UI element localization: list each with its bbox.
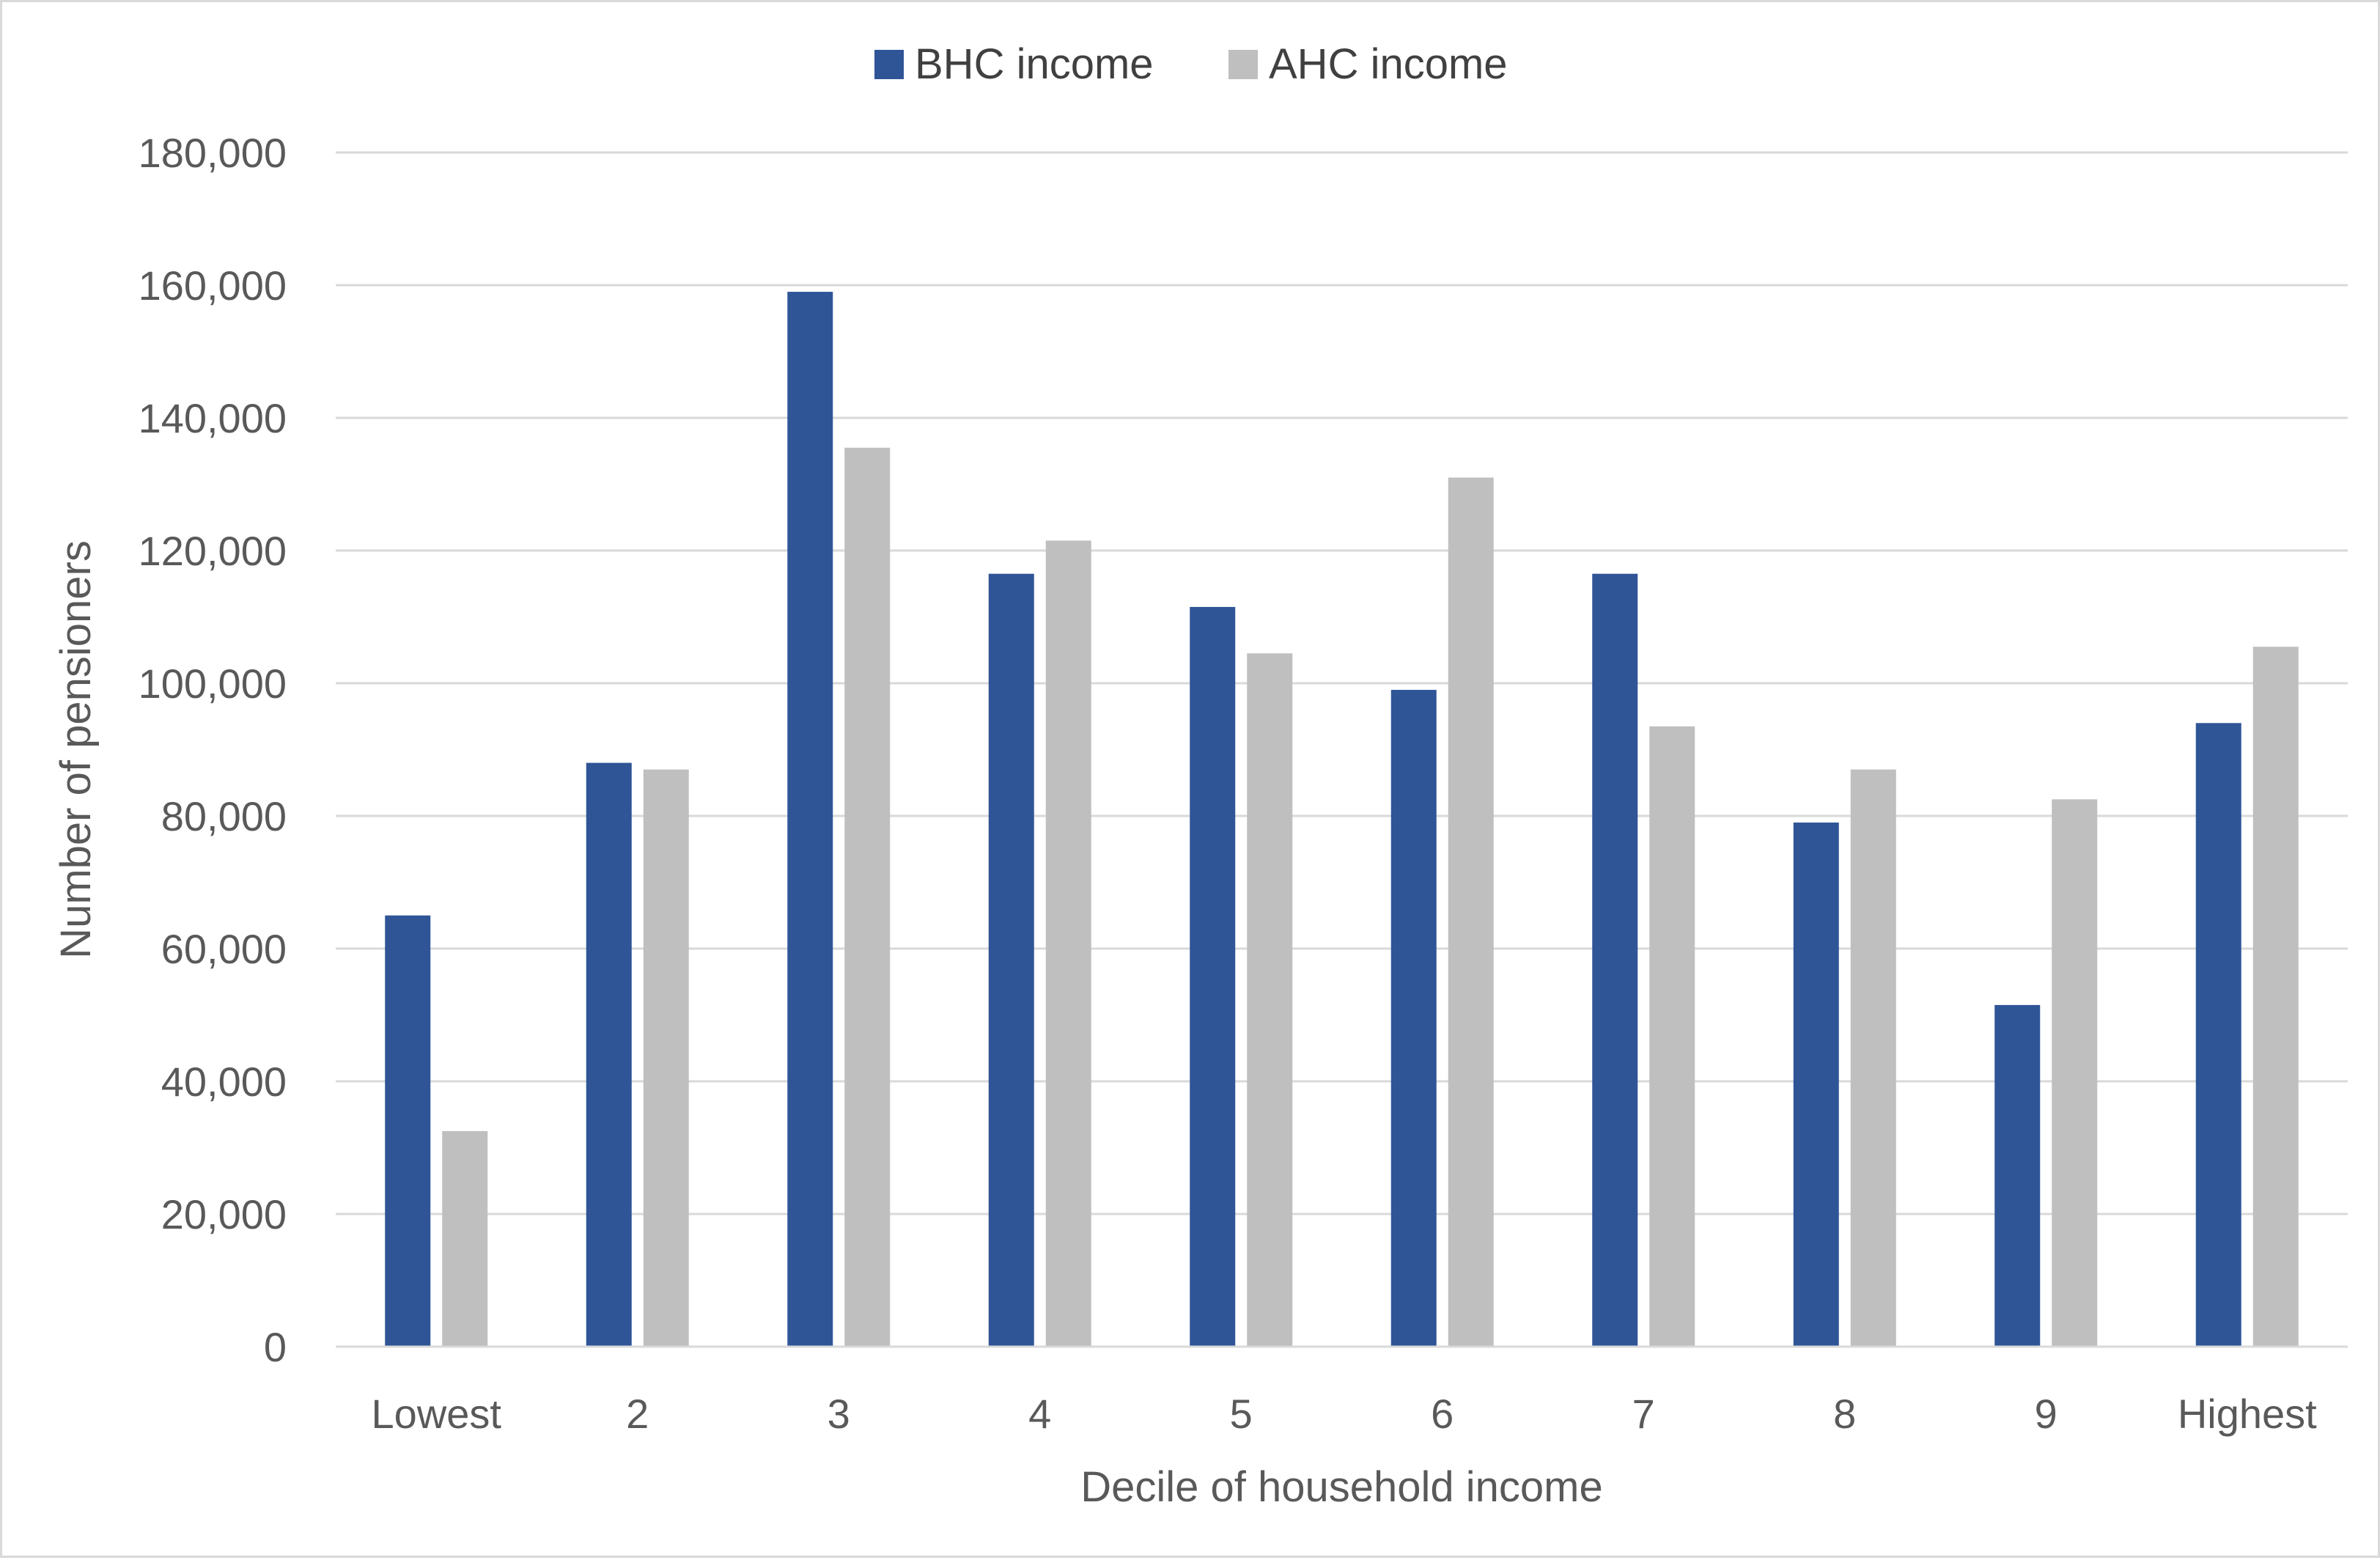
y-tick-label: 160,000: [139, 262, 287, 309]
bar-ahc-5: [1247, 653, 1293, 1347]
bar-bhc-3: [787, 292, 833, 1347]
y-tick-label: 140,000: [139, 395, 287, 441]
y-tick-label: 0: [264, 1324, 287, 1370]
x-tick-label: 9: [2035, 1391, 2057, 1437]
x-tick-label: 7: [1632, 1391, 1655, 1437]
y-tick-label: 180,000: [139, 130, 287, 176]
x-tick-label: Lowest: [372, 1391, 502, 1437]
x-tick-labels: Lowest 2 3 4 5 6 7 8 9 Highest: [372, 1391, 2318, 1437]
bar-bhc-1: [385, 915, 431, 1347]
y-axis-title: Number of pensioners: [52, 540, 100, 959]
bar-bhc-6: [1390, 690, 1437, 1347]
bar-ahc-2: [643, 769, 689, 1347]
legend-swatch-ahc: [1228, 50, 1258, 79]
y-tick-label: 40,000: [161, 1059, 287, 1105]
legend-swatch-bhc: [874, 50, 904, 79]
bar-bhc-8: [1793, 823, 1839, 1347]
bar-bhc-5: [1190, 606, 1236, 1347]
bar-bhc-2: [586, 762, 632, 1347]
bar-ahc-4: [1045, 540, 1091, 1347]
x-tick-label: Highest: [2178, 1391, 2317, 1437]
bar-bhc-4: [988, 573, 1034, 1347]
x-axis-title: Decile of household income: [1080, 1463, 1603, 1511]
y-tick-label: 80,000: [161, 793, 287, 839]
x-tick-label: 3: [828, 1391, 850, 1437]
y-tick-labels: 0 20,000 40,000 60,000 80,000 100,000 120,000 1…: [139, 130, 287, 1370]
bar-ahc-10: [2252, 647, 2299, 1347]
gridlines: [336, 151, 2348, 1215]
bar-bhc-10: [2195, 723, 2241, 1347]
bar-ahc-8: [1850, 769, 1896, 1347]
legend-label-bhc: BHC income: [915, 40, 1154, 88]
legend-label-ahc: AHC income: [1269, 40, 1508, 88]
x-tick-label: 6: [1431, 1391, 1454, 1437]
bar-ahc-1: [442, 1130, 488, 1347]
x-tick-label: 4: [1028, 1391, 1051, 1437]
legend: BHC income AHC income: [874, 40, 1508, 88]
x-tick-label: 5: [1230, 1391, 1253, 1437]
bar-ahc-9: [2052, 799, 2098, 1347]
y-tick-label: 120,000: [139, 528, 287, 574]
bar-ahc-7: [1649, 726, 1695, 1347]
bars: [385, 292, 2299, 1347]
y-tick-label: 20,000: [161, 1191, 287, 1237]
bar-ahc-3: [844, 447, 891, 1347]
bar-bhc-9: [1994, 1004, 2041, 1347]
bar-bhc-7: [1592, 573, 1638, 1347]
bar-ahc-6: [1448, 477, 1494, 1347]
y-tick-label: 100,000: [139, 661, 287, 707]
x-tick-label: 8: [1833, 1391, 1856, 1437]
y-tick-label: 60,000: [161, 926, 287, 972]
x-tick-label: 2: [626, 1391, 649, 1437]
